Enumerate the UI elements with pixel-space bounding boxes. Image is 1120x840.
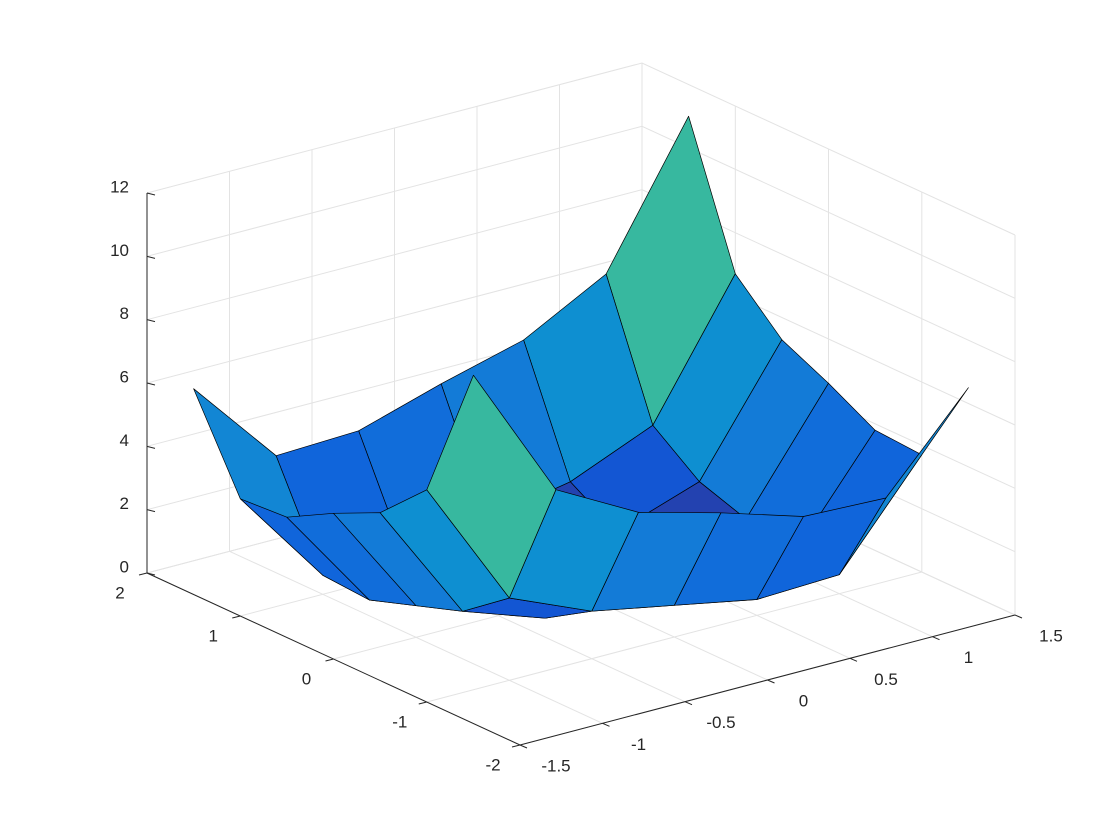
x-tick — [602, 722, 610, 727]
z-tick-label: 12 — [110, 177, 129, 196]
y-tick-label: -1 — [392, 712, 407, 731]
x-tick — [767, 679, 775, 684]
x-tick-label: 0 — [799, 691, 808, 710]
z-tick-label: 0 — [120, 557, 129, 576]
z-tick-label: 10 — [110, 241, 129, 260]
y-tick — [511, 744, 521, 748]
z-tick-label: 2 — [120, 494, 129, 513]
grid-line — [146, 189, 1016, 363]
x-tick-label: -0.5 — [706, 713, 735, 732]
x-tick-label: 1.5 — [1039, 626, 1063, 645]
y-tick — [325, 658, 334, 662]
y-tick-label: 1 — [209, 626, 218, 645]
surface-patch — [426, 374, 557, 599]
z-tick — [146, 382, 156, 386]
x-tick — [849, 657, 858, 662]
x-tick — [684, 701, 693, 706]
x-tick-label: -1.5 — [541, 756, 570, 775]
y-tick — [138, 572, 148, 576]
z-tick — [146, 319, 156, 323]
z-tick-label: 8 — [120, 304, 129, 323]
x-tick-label: 0.5 — [874, 670, 898, 689]
x-tick-label: -1 — [631, 735, 646, 754]
x-tick — [932, 636, 940, 641]
x-tick-label: 1 — [964, 648, 973, 667]
x-tick — [1014, 614, 1023, 619]
y-tick — [418, 701, 427, 705]
y-tick — [232, 615, 241, 619]
z-tick — [146, 572, 156, 576]
z-tick-label: 4 — [120, 431, 129, 450]
z-tick — [146, 445, 156, 449]
z-tick — [146, 255, 156, 259]
y-tick-label: 2 — [115, 583, 124, 602]
x-tick — [519, 744, 528, 749]
grid-line — [146, 125, 1016, 299]
z-tick-label: 6 — [120, 367, 129, 386]
y-tick-label: 0 — [302, 669, 311, 688]
z-tick — [146, 192, 156, 196]
grid-line — [146, 62, 1016, 236]
y-tick-label: -2 — [485, 755, 500, 774]
z-tick — [146, 509, 156, 513]
